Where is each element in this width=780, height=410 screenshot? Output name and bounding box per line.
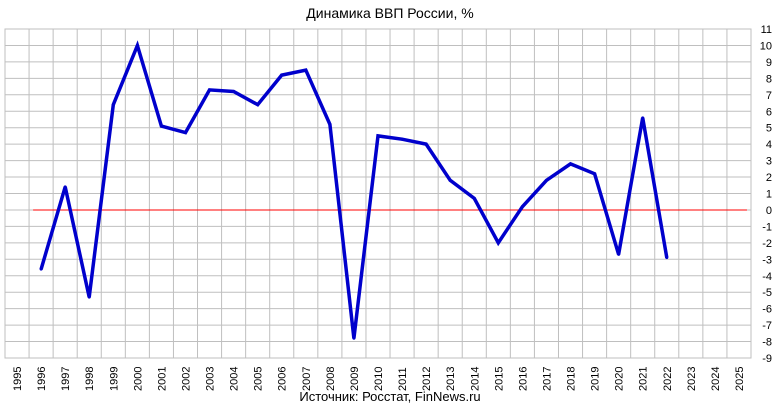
data-point — [448, 178, 452, 182]
x-tick-label: 2018 — [566, 367, 578, 391]
source-caption: Источник: Росстат, FinNews.ru — [299, 389, 481, 404]
x-tick-label: 1997 — [60, 367, 72, 391]
x-tick-label: 2009 — [349, 367, 361, 391]
y-tick-label: 4 — [766, 139, 772, 151]
data-point — [472, 196, 476, 200]
data-point — [87, 295, 91, 299]
x-tick-labels: 1995 1996 1997 1998 1999 2000 2001 2002 2003 2004… — [12, 367, 746, 391]
x-tick-label: 2013 — [445, 367, 457, 391]
data-point — [208, 88, 212, 92]
y-tick-label: 10 — [760, 40, 772, 52]
chart-title: Динамика ВВП России, % — [306, 5, 474, 21]
data-point — [63, 185, 67, 189]
y-tick-label: 5 — [766, 123, 772, 135]
y-tick-label: 8 — [766, 73, 772, 85]
data-point — [641, 116, 645, 120]
y-tick-label: 3 — [766, 156, 772, 168]
y-tick-label: -1 — [762, 221, 772, 233]
x-tick-label: 2023 — [686, 367, 698, 391]
data-point — [424, 142, 428, 146]
data-point — [520, 205, 524, 209]
data-point — [280, 73, 284, 77]
y-tick-label: -5 — [762, 287, 772, 299]
x-tick-label: 2005 — [253, 367, 265, 391]
y-tick-label: -8 — [762, 337, 772, 349]
x-tick-label: 2012 — [421, 367, 433, 391]
x-tick-label: 2017 — [541, 367, 553, 391]
data-point — [569, 162, 573, 166]
data-point — [544, 178, 548, 182]
data-point — [400, 137, 404, 141]
x-tick-label: 2008 — [325, 367, 337, 391]
data-point — [665, 256, 669, 260]
x-tick-label: 2019 — [590, 367, 602, 391]
data-point — [304, 68, 308, 72]
x-tick-label: 2022 — [662, 367, 674, 391]
data-point — [256, 103, 260, 107]
x-tick-label: 2003 — [205, 367, 217, 391]
x-tick-label: 2004 — [229, 367, 241, 391]
x-tick-label: 2010 — [373, 367, 385, 391]
x-tick-label: 2021 — [638, 367, 650, 391]
x-tick-label: 2006 — [277, 367, 289, 391]
y-tick-label: 11 — [761, 24, 772, 36]
data-point — [159, 124, 163, 128]
x-tick-label: 2007 — [301, 367, 313, 391]
y-tick-label: -7 — [762, 320, 772, 332]
y-tick-label: 6 — [766, 106, 772, 118]
y-tick-label: 2 — [766, 172, 772, 184]
x-tick-label: 2000 — [132, 367, 144, 391]
y-tick-label: 7 — [766, 90, 772, 102]
x-tick-label: 2025 — [734, 367, 746, 391]
x-tick-label: 1999 — [108, 367, 120, 391]
y-tick-label: -2 — [762, 238, 772, 250]
y-tick-label: -3 — [762, 254, 772, 266]
data-point — [617, 252, 621, 256]
data-point — [328, 122, 332, 126]
x-tick-label: 2001 — [156, 367, 168, 391]
data-point — [232, 90, 236, 94]
x-tick-label: 2002 — [180, 367, 192, 391]
grid-lines — [5, 28, 751, 359]
data-point — [39, 267, 43, 271]
data-point — [376, 134, 380, 138]
data-point — [111, 103, 115, 107]
data-point — [135, 43, 139, 47]
series-group — [39, 40, 669, 340]
y-tick-label: 1 — [766, 189, 772, 201]
data-point — [496, 241, 500, 245]
data-point — [593, 172, 597, 176]
y-tick-label: -6 — [762, 304, 772, 316]
x-tick-label: 2016 — [517, 367, 529, 391]
x-tick-label: 1998 — [84, 367, 96, 391]
x-tick-label: 2014 — [469, 367, 481, 391]
x-tick-label: 2015 — [493, 367, 505, 391]
y-tick-label: 0 — [766, 205, 772, 217]
x-tick-label: 2011 — [397, 367, 409, 391]
y-tick-label: -9 — [762, 353, 772, 365]
y-tick-label: 9 — [766, 57, 772, 69]
x-tick-label: 1996 — [36, 367, 48, 391]
data-point — [352, 336, 356, 340]
x-tick-label: 2020 — [614, 367, 626, 391]
y-tick-label: -4 — [762, 271, 772, 283]
x-tick-label: 1995 — [12, 367, 24, 391]
x-tick-label: 2024 — [710, 367, 722, 391]
data-point — [183, 131, 187, 135]
